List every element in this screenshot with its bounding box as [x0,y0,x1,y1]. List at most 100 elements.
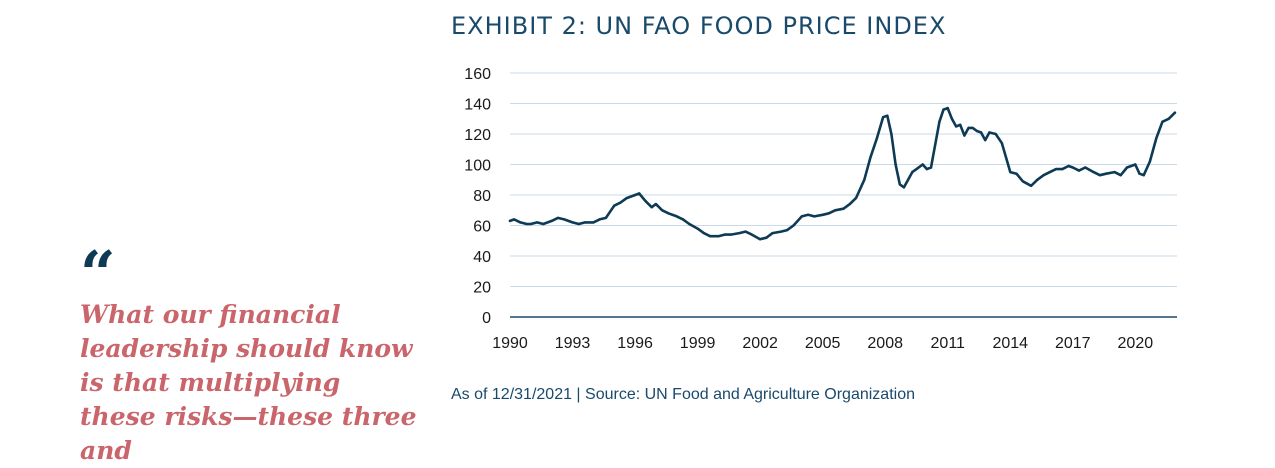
y-tick-label: 120 [464,127,491,144]
data-point [994,132,997,136]
data-point [863,178,866,181]
series-layer [508,106,1177,241]
data-point [529,222,532,226]
data-point [934,143,937,146]
data-point [854,196,858,200]
data-point [598,218,601,221]
data-point [696,227,699,230]
data-point [954,125,958,128]
data-point [1167,117,1170,120]
data-point [1134,163,1137,166]
x-tick-label: 2011 [931,335,966,352]
data-point [661,209,664,212]
grid-lines [510,72,1177,318]
data-point [1015,172,1018,175]
data-point [563,218,566,221]
data-point [729,233,733,236]
data-point [975,129,979,133]
data-point [1113,170,1116,174]
data-point [525,222,528,226]
data-point [667,212,670,215]
y-tick-label: 0 [482,310,491,327]
data-point [1138,172,1141,175]
x-tick-label: 2002 [742,335,778,352]
data-point [771,231,774,235]
data-point [577,222,580,226]
data-point [654,202,658,206]
x-tick-label: 2008 [867,335,903,352]
data-point [894,163,897,166]
data-point [779,230,783,233]
y-tick-label: 20 [473,280,491,297]
quote-mark-icon: “ [80,237,116,310]
data-point [967,126,970,130]
data-point [942,108,945,111]
data-point [1077,169,1081,172]
data-point [619,201,622,204]
data-point [938,120,941,124]
data-point [723,233,726,236]
data-point [1104,172,1108,175]
data-point [708,235,712,238]
data-point [765,236,768,239]
x-tick-label: 2014 [992,335,1028,352]
data-point [834,209,837,212]
data-point [929,166,933,169]
data-point [1142,174,1145,177]
data-point [813,215,816,218]
data-point [1042,174,1045,177]
data-point [979,131,983,134]
data-point [886,114,889,117]
data-point [508,219,512,223]
data-point [688,222,691,226]
data-point [890,132,893,136]
data-point [821,213,824,216]
data-point [1036,178,1039,181]
data-point [971,126,974,130]
data-point [750,233,753,236]
data-point [875,137,878,140]
data-point [898,183,901,186]
data-point [959,123,962,127]
data-point [1148,160,1152,163]
data-point [921,163,924,166]
data-point [1009,170,1012,174]
x-tick-label: 1996 [617,335,653,352]
data-point [1000,142,1004,145]
data-point [550,219,553,223]
data-point [1061,167,1064,171]
data-point [638,192,641,195]
data-point [915,167,918,171]
data-point [988,131,991,134]
food-price-index-chart: 0 20 40 60 80 100 120 140 160 1990 1993 1996 1999 20… [464,66,1177,352]
data-point [644,199,647,203]
data-point [1161,120,1164,124]
data-point [744,230,747,233]
data-point [1092,170,1095,174]
data-point [827,212,831,215]
data-point [950,117,954,120]
data-point [1021,180,1024,183]
y-tick-label: 80 [473,188,491,205]
x-tick-label: 2017 [1055,335,1091,352]
data-point [675,215,678,218]
data-point [702,231,705,235]
data-point [902,186,906,189]
y-tick-label: 140 [464,97,491,114]
data-point [519,221,522,224]
y-tick-label: 60 [473,219,491,236]
pull-quote-text: What our financial leadership should kno… [80,300,417,465]
data-point [1048,170,1052,174]
data-point [1125,166,1129,169]
data-point [911,170,914,174]
y-axis-ticks: 0 20 40 60 80 100 120 140 160 [464,66,491,327]
pull-quote: “ What our financial leadership should k… [80,237,420,468]
data-point [881,116,885,119]
x-axis-ticks: 1990 1993 1996 1999 2002 2005 2008 2011 2014 2017… [492,335,1153,352]
series-line [508,106,1177,241]
data-point [717,235,720,238]
data-point [842,207,845,210]
data-point [542,222,545,226]
data-point [758,238,762,241]
data-point [1119,174,1122,177]
